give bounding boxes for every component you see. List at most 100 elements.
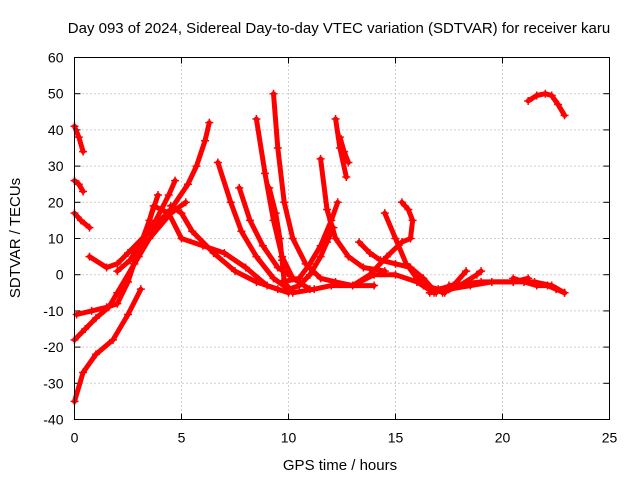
data-point-marker: [472, 270, 481, 279]
data-point-marker: [547, 91, 556, 100]
series-pass-03: [70, 209, 94, 232]
data-point-marker: [209, 248, 218, 257]
data-point-marker: [166, 201, 175, 210]
data-point-marker: [331, 115, 340, 124]
data-point-marker: [288, 288, 297, 297]
data-point-marker: [370, 281, 379, 290]
chart-title: Day 093 of 2024, Sidereal Day-to-day VTE…: [68, 20, 610, 37]
data-point-marker: [177, 234, 186, 243]
data-point-marker: [271, 209, 280, 218]
y-tick-labels: -40 -30 -20 -10 0 10 20 30 40 50 60: [43, 50, 63, 428]
y-tick-label: 50: [48, 86, 64, 102]
data-point-marker: [519, 277, 528, 286]
data-point-marker: [149, 201, 158, 210]
series-pass-01: [70, 122, 88, 156]
data-point-marker: [181, 198, 190, 207]
series-pass-15: [269, 89, 379, 290]
data-point-marker: [74, 133, 83, 142]
data-point-marker: [425, 288, 434, 297]
data-point-marker: [329, 223, 338, 232]
y-tick-label: -20: [43, 339, 63, 355]
data-point-marker: [323, 238, 332, 247]
data-point-marker: [241, 263, 250, 272]
y-tick-label: 30: [48, 158, 64, 174]
data-point-marker: [397, 198, 406, 207]
data-point-marker: [245, 216, 254, 225]
data-point-marker: [74, 180, 83, 189]
data-point-marker: [333, 198, 342, 207]
data-point-marker: [532, 281, 541, 290]
x-axis-label: GPS time / hours: [283, 457, 397, 474]
series-pass-20: [335, 133, 353, 167]
data-point-marker: [560, 111, 569, 120]
data-point-marker: [560, 288, 569, 297]
data-point-marker: [278, 277, 287, 286]
data-point-marker: [305, 259, 314, 268]
data-point-marker: [102, 263, 111, 272]
y-tick-label: 40: [48, 122, 64, 138]
data-point-marker: [171, 176, 180, 185]
data-point-marker: [382, 252, 391, 261]
series-pass-28: [509, 274, 569, 297]
data-point-marker: [269, 89, 278, 98]
data-point-marker: [252, 115, 261, 124]
data-point-marker: [288, 234, 297, 243]
data-point-marker: [365, 248, 374, 257]
data-point-marker: [273, 144, 282, 152]
data-point-marker: [509, 274, 518, 283]
data-point-marker: [87, 306, 96, 315]
y-tick-label: 60: [48, 50, 64, 66]
data-point-marker: [380, 209, 389, 218]
data-point-marker: [269, 274, 278, 283]
data-point-marker: [462, 267, 471, 276]
data-point-marker: [359, 263, 368, 272]
data-point-marker: [252, 277, 261, 286]
data-point-marker: [323, 205, 332, 214]
data-point-marker: [344, 252, 353, 261]
y-tick-label: -40: [43, 412, 63, 428]
series-trace: [87, 120, 212, 270]
data-point-marker: [273, 285, 282, 294]
data-point-marker: [419, 281, 428, 290]
y-tick-label: -10: [43, 303, 63, 319]
data-point-marker: [91, 350, 100, 359]
data-point-marker: [524, 96, 533, 105]
series-pass-17: [316, 154, 389, 276]
data-point-marker: [477, 277, 486, 286]
data-point-marker: [91, 314, 100, 323]
x-tick-label: 15: [388, 430, 404, 446]
series-pass-14: [265, 183, 439, 297]
y-axis-label: SDTVAR / TECUs: [7, 178, 24, 298]
y-tick-label: -30: [43, 375, 63, 391]
series-pass-07: [85, 118, 214, 272]
data-point-marker: [102, 303, 111, 312]
data-point-marker: [220, 248, 229, 257]
data-point-marker: [543, 281, 552, 290]
data-point-marker: [260, 169, 269, 178]
series-trace: [72, 286, 144, 404]
data-point-marker: [79, 147, 88, 156]
series-trace: [114, 178, 178, 274]
data-point-marker: [252, 252, 261, 261]
data-point-marker: [183, 180, 192, 189]
data-point-marker: [124, 277, 132, 286]
data-point-marker: [280, 198, 289, 207]
data-point-marker: [237, 227, 246, 236]
data-point-marker: [188, 227, 197, 236]
data-point-marker: [397, 238, 406, 247]
data-point-marker: [231, 267, 239, 276]
series-trace: [525, 91, 568, 118]
x-tick-label: 0: [71, 430, 79, 446]
data-point-marker: [113, 259, 122, 268]
series-pass-18: [295, 223, 338, 290]
data-point-marker: [213, 158, 222, 167]
data-point-marker: [402, 259, 411, 268]
y-tick-label: 0: [56, 267, 64, 283]
series-pass-29: [524, 89, 569, 120]
series-pass-02: [70, 176, 88, 196]
data-point-marker: [226, 198, 235, 207]
data-point-marker: [340, 147, 349, 156]
grid: [74, 57, 610, 420]
data-point-marker: [109, 335, 118, 344]
